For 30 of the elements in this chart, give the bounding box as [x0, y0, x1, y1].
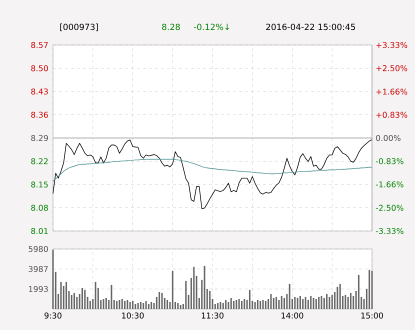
- y2-tick-label: -3.33%: [376, 228, 404, 234]
- y2-tick-label: +1.66%: [376, 88, 408, 95]
- y-tick-label: 8.36: [31, 112, 48, 118]
- y2-tick-label: 0.00%: [376, 134, 400, 142]
- y2-tick-label: -0.83%: [376, 158, 404, 164]
- y-tick-label: 8.22: [31, 158, 48, 164]
- y-tick-label: 1993: [28, 286, 48, 292]
- text: 8.28: [162, 24, 180, 30]
- y-tick-label: 8.57: [31, 42, 48, 48]
- y-tick-label: 5980: [28, 246, 48, 252]
- x-tick-label: 9:30: [44, 312, 62, 319]
- y2-tick-label: +2.50%: [376, 65, 408, 72]
- x-tick-label: 14:00: [282, 312, 304, 319]
- y-tick-label: 8.50: [31, 65, 48, 72]
- y-tick-label: 8.08: [31, 204, 48, 211]
- text: 2016-04-22 15:00:45: [266, 24, 356, 30]
- x-tick-label: 10:30: [122, 312, 144, 319]
- y2-tick-label: +3.33%: [376, 42, 408, 48]
- chart-title: [000973]: [60, 24, 98, 32]
- y2-tick-label: -1.66%: [376, 181, 404, 188]
- y-tick-label: 8.15: [31, 181, 48, 188]
- y-tick-label: 8.29: [31, 134, 48, 142]
- x-tick-label: 15:00: [361, 312, 383, 319]
- y2-tick-label: +0.83%: [376, 112, 408, 118]
- y-tick-label: 8.43: [31, 88, 48, 95]
- text: -0.12%↓: [194, 24, 229, 30]
- x-tick-label: 11:30: [202, 312, 224, 319]
- y2-tick-label: -2.50%: [376, 204, 404, 211]
- y-tick-label: 3987: [28, 266, 48, 272]
- y-tick-label: 8.01: [31, 228, 48, 234]
